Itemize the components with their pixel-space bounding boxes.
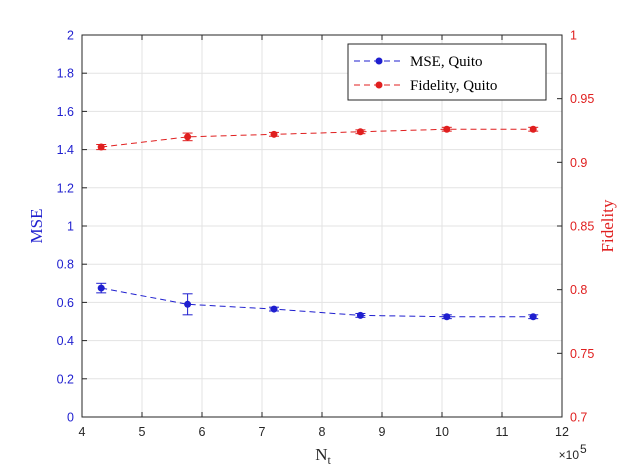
y-right-axis-title: Fidelity xyxy=(598,199,617,252)
y-right-tick-label: 0.9 xyxy=(570,156,587,170)
series-layer xyxy=(96,125,539,321)
y-left-tick-label: 2 xyxy=(67,29,74,43)
y-left-tick-label: 1 xyxy=(67,220,74,234)
data-point-fidelity xyxy=(184,133,192,141)
y-right-tick-label: 0.85 xyxy=(570,220,594,234)
legend-box xyxy=(347,43,547,101)
x-tick-label: 6 xyxy=(199,425,206,439)
x-tick-label: 11 xyxy=(496,425,509,439)
x-axis-title: Nt xyxy=(315,445,331,467)
data-point-fidelity xyxy=(270,130,278,138)
x-tick-label: 12 xyxy=(555,425,569,439)
legend: MSE, Quito Fidelity, Quito xyxy=(347,43,547,101)
data-point-mse xyxy=(270,305,278,313)
y-left-tick-label: 0 xyxy=(67,411,74,425)
x-tick-label: 4 xyxy=(79,425,86,439)
x-axis-exponent-power: 5 xyxy=(580,442,587,456)
y-left-axis-title: MSE xyxy=(27,209,46,244)
y-left-tick-label: 0.4 xyxy=(57,334,74,348)
data-point-fidelity xyxy=(529,125,537,133)
x-axis-title-subscript: t xyxy=(327,453,331,467)
y-left-tick-label: 0.2 xyxy=(57,372,74,386)
data-point-fidelity xyxy=(356,128,364,136)
y-left-tick-label: 1.8 xyxy=(57,67,74,81)
y-left-tick-label: 0.6 xyxy=(57,296,74,310)
y-left-tick-label: 1.6 xyxy=(57,105,74,119)
data-point-mse xyxy=(184,300,192,308)
legend-marker-mse xyxy=(375,57,383,65)
y-left-tick-label: 0.8 xyxy=(57,258,74,272)
y-right-tick-label: 0.8 xyxy=(570,283,587,297)
data-point-mse xyxy=(97,284,105,292)
x-tick-label: 7 xyxy=(259,425,266,439)
axis-layer: 4 5 6 7 8 9 10 11 12 0 0.2 0.4 0.6 0.8 1 1.2 1.4 1.6 1.8 2 0… xyxy=(57,29,595,440)
data-point-mse xyxy=(443,313,451,321)
data-point-fidelity xyxy=(443,125,451,133)
x-tick-label: 8 xyxy=(319,425,326,439)
data-point-mse xyxy=(529,313,537,321)
data-point-fidelity xyxy=(97,143,105,151)
x-tick-label: 9 xyxy=(379,425,386,439)
x-tick-label: 10 xyxy=(435,425,449,439)
x-axis-exponent: ×10 xyxy=(559,448,580,462)
y-right-tick-label: 0.95 xyxy=(570,92,594,106)
y-right-tick-label: 1 xyxy=(570,29,577,43)
x-axis-title-base: N xyxy=(315,445,327,464)
legend-label-mse: MSE, Quito xyxy=(410,54,483,70)
series-line-mse xyxy=(101,287,534,318)
y-right-tick-label: 0.75 xyxy=(570,347,594,361)
data-point-mse xyxy=(356,311,364,319)
series-line-fidelity xyxy=(101,128,534,148)
legend-marker-fidelity xyxy=(375,81,383,89)
y-left-tick-label: 1.4 xyxy=(57,143,74,157)
x-tick-label: 5 xyxy=(139,425,146,439)
y-right-tick-label: 0.7 xyxy=(570,411,587,425)
legend-label-fidelity: Fidelity, Quito xyxy=(410,78,497,94)
y-left-tick-label: 1.2 xyxy=(57,181,74,195)
